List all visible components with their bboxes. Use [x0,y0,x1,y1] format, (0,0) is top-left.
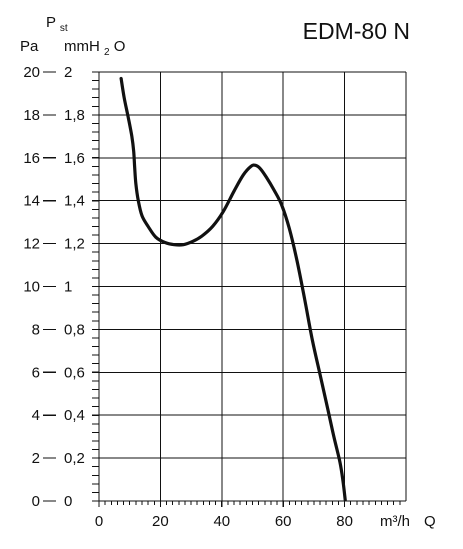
y-pa-tick-label-12: 12 [23,236,40,253]
y-axis-heading: P st [46,14,68,34]
y-mm-tick-label-4: 0,8 [64,321,85,338]
y-pa-tick-label-4: 4 [32,407,40,424]
y-mm-tick-label-3: 0,6 [64,364,85,381]
y-axis-heading-main: P [46,14,56,31]
y-pa-tick-label-0: 0 [32,493,40,510]
y-pa-tick-label-16: 16 [23,150,40,167]
y-axis-label-mmh2o-main: mmH [64,38,100,55]
x-axis-label: Q [424,513,436,530]
y-mm-tick-label-0: 0 [64,493,72,510]
y-mm-tick-label-2: 0,4 [64,407,85,424]
y-pa-tick-label-8: 8 [32,321,40,338]
series-group [119,76,347,502]
pressure-curve [119,76,347,502]
x-tick-label-60: 60 [275,513,292,530]
x-tick-label-0: 0 [95,513,103,530]
chart-title: EDM-80 N [303,18,410,44]
y-pa-tick-label-10: 10 [23,279,40,296]
y-axis-heading-sub: st [60,23,68,34]
y-mm-tick-label-6: 1,2 [64,236,85,253]
tick-labels: 0 20 40 60 80 0 0 2 0,2 4 0,4 6 0,6 8 0,8 10 1 12 1,2 14 1,4… [23,64,353,530]
y-mm-tick-label-10: 2 [64,64,72,81]
y-pa-tick-label-14: 14 [23,193,40,210]
y-axis-label-mmh2o-tail: O [114,38,126,55]
x-axis-unit-label: m³/h [380,513,410,530]
y-axis-label-mmh2o: mmH 2 O [64,38,125,59]
y-pa-tick-label-2: 2 [32,450,40,467]
y-pa-tick-label-6: 6 [32,364,40,381]
x-tick-label-40: 40 [213,513,230,530]
y-axis-label-mmh2o-sub: 2 [104,47,110,58]
y-mm-tick-label-5: 1 [64,279,72,296]
y-pa-tick-label-18: 18 [23,107,40,124]
y-mm-tick-label-9: 1,8 [64,107,85,124]
x-tick-label-20: 20 [152,513,169,530]
y-mm-tick-label-1: 0,2 [64,450,85,467]
grid-lines [99,72,406,501]
y-pa-tick-label-20: 20 [23,64,40,81]
y-mm-tick-label-8: 1,6 [64,150,85,167]
tick-marks [43,71,401,507]
y-axis-label-pa: Pa [20,38,39,55]
x-tick-label-80: 80 [336,513,353,530]
y-mm-tick-label-7: 1,4 [64,193,85,210]
